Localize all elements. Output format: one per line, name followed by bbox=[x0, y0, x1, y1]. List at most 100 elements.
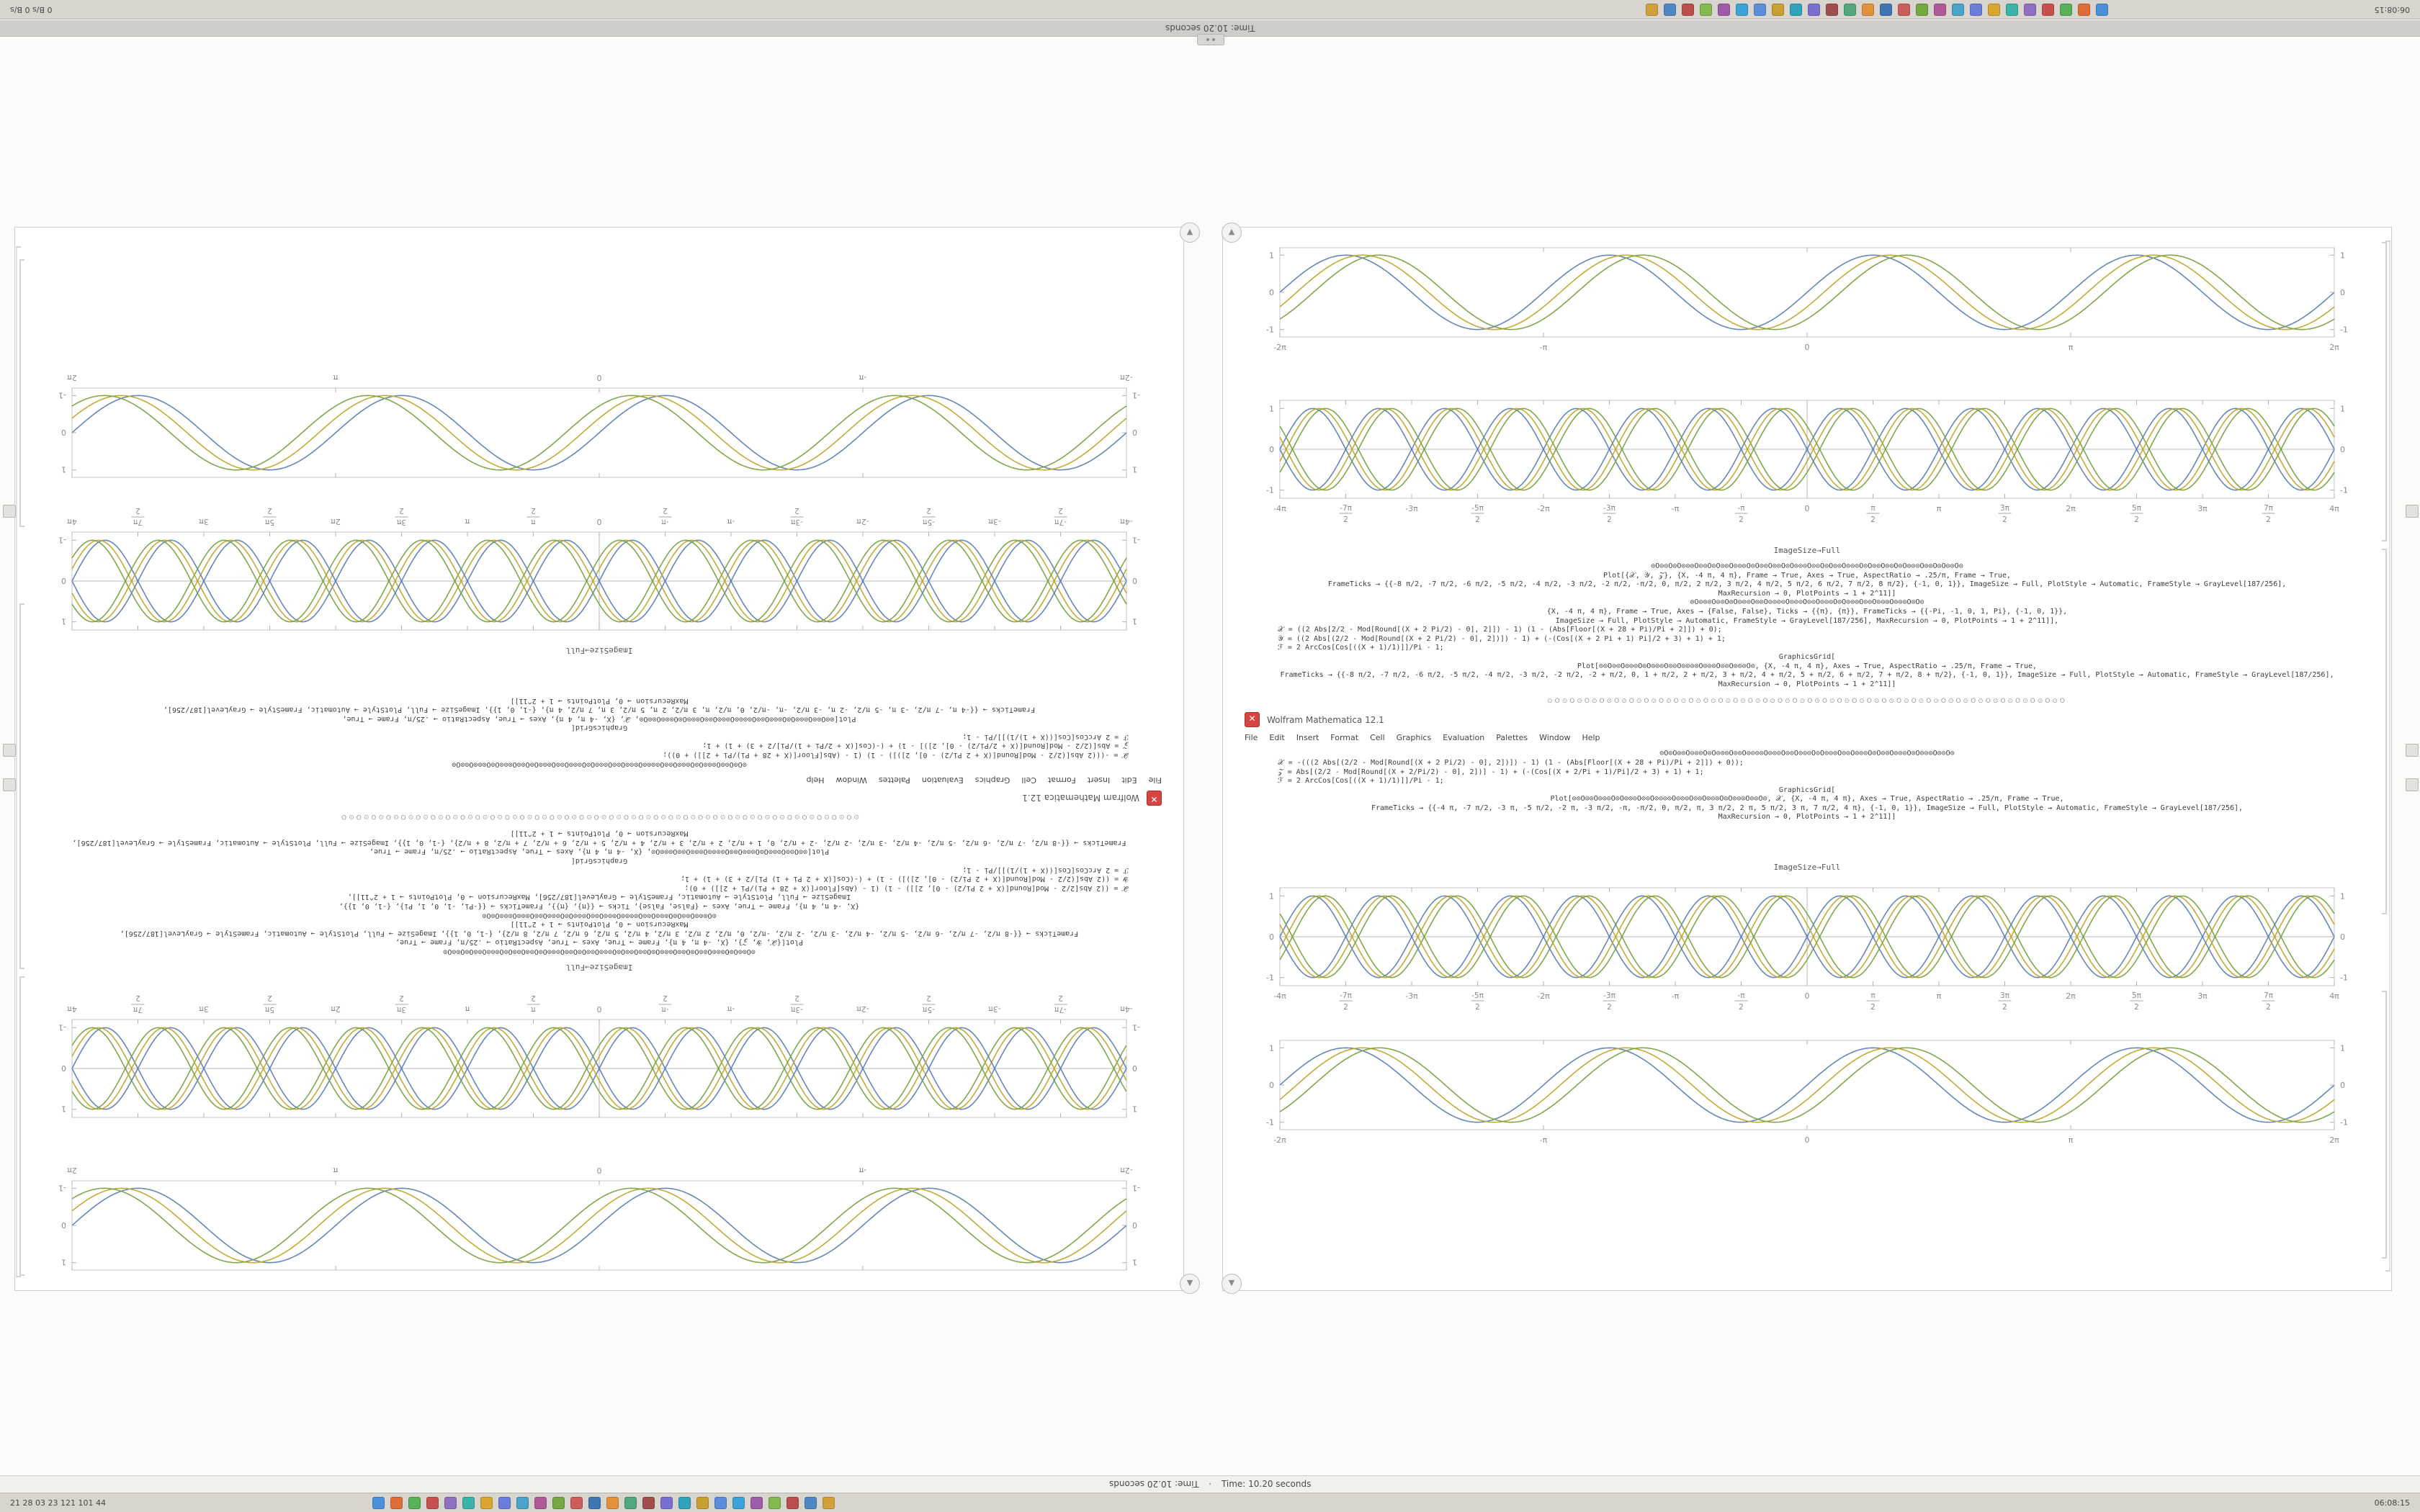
menu-item[interactable]: Cell bbox=[1021, 775, 1036, 785]
menu-item[interactable]: Cell bbox=[1370, 733, 1385, 743]
menu-item[interactable]: Help bbox=[806, 775, 825, 785]
menu-item[interactable]: Format bbox=[1330, 733, 1359, 743]
edge-button[interactable] bbox=[2406, 744, 2419, 757]
menu-item[interactable]: Evaluation bbox=[1443, 733, 1485, 743]
taskbar-app-icon[interactable] bbox=[678, 1496, 691, 1509]
taskbar-app-icon[interactable] bbox=[2041, 3, 2054, 16]
taskbar-app-icon[interactable] bbox=[1915, 3, 1928, 16]
taskbar-app-icon[interactable] bbox=[1699, 3, 1712, 16]
menu-item[interactable]: Graphics bbox=[1396, 733, 1432, 743]
taskbar-app-icon[interactable] bbox=[426, 1496, 439, 1509]
taskbar-app-icon[interactable] bbox=[2095, 3, 2108, 16]
taskbar-app-icon[interactable] bbox=[552, 1496, 565, 1509]
taskbar-app-icon[interactable] bbox=[1717, 3, 1730, 16]
close-icon[interactable]: ✕ bbox=[1245, 712, 1260, 728]
taskbar-app-icon[interactable] bbox=[750, 1496, 763, 1509]
center-tab[interactable] bbox=[1197, 34, 1224, 45]
menu-item[interactable]: File bbox=[1148, 775, 1162, 785]
menu-item[interactable]: Window bbox=[835, 775, 867, 785]
taskbar-app-icon[interactable] bbox=[1879, 3, 1892, 16]
taskbar-app-icon[interactable] bbox=[696, 1496, 709, 1509]
notebook-window-right[interactable]: -2π -π 0 π 2π -1 -1 0 0 1 1 -4π -7π 2 -3π -5π 2 -2π -3π 2-… bbox=[1222, 227, 2392, 1291]
taskbar-app-icon[interactable] bbox=[1951, 3, 1964, 16]
taskbar-app-icon[interactable] bbox=[1987, 3, 2000, 16]
taskbar-app-icon[interactable] bbox=[804, 1496, 817, 1509]
menu-item[interactable]: Window bbox=[1539, 733, 1571, 743]
taskbar-app-icon[interactable] bbox=[534, 1496, 547, 1509]
taskbar-app-icon[interactable] bbox=[1933, 3, 1946, 16]
taskbar-app-icon[interactable] bbox=[786, 1496, 799, 1509]
taskbar-app-icon[interactable] bbox=[1735, 3, 1748, 16]
pane-nav-button-top-right[interactable]: ▲ bbox=[1222, 222, 1242, 243]
menu-item[interactable]: Evaluation bbox=[921, 775, 964, 785]
taskbar-app-icon[interactable] bbox=[516, 1496, 529, 1509]
cell-bracket-plots-top[interactable] bbox=[19, 976, 21, 1276]
taskbar-app-icon[interactable] bbox=[372, 1496, 385, 1509]
taskbar-app-icon[interactable] bbox=[444, 1496, 457, 1509]
close-icon[interactable]: ✕ bbox=[1147, 790, 1162, 806]
edge-button[interactable] bbox=[2406, 505, 2419, 518]
taskbar-app-icon[interactable] bbox=[1663, 3, 1676, 16]
taskbar-app-icon[interactable] bbox=[1645, 3, 1658, 16]
menu-item[interactable]: Insert bbox=[1087, 775, 1111, 785]
taskbar-app-icon[interactable] bbox=[768, 1496, 781, 1509]
taskbar-app-icon[interactable] bbox=[1843, 3, 1856, 16]
menu-item[interactable]: Palettes bbox=[1496, 733, 1528, 743]
edge-button[interactable] bbox=[2406, 778, 2419, 791]
taskbar-app-icon[interactable] bbox=[606, 1496, 619, 1509]
taskbar-app-icon[interactable] bbox=[390, 1496, 403, 1509]
pane-nav-button-bottom-left[interactable]: ▼ bbox=[1180, 1274, 1200, 1294]
taskbar-app-icon[interactable] bbox=[714, 1496, 727, 1509]
cell-bracket-code[interactable] bbox=[2382, 549, 2387, 914]
menu-item[interactable]: Edit bbox=[1121, 775, 1137, 785]
cell-bracket-outer[interactable] bbox=[16, 246, 17, 1277]
cell-bracket-plots-top[interactable] bbox=[2382, 242, 2387, 541]
menu-item[interactable]: Graphics bbox=[974, 775, 1010, 785]
edge-button[interactable] bbox=[3, 744, 16, 757]
taskbar-app-icon[interactable] bbox=[1825, 3, 1838, 16]
edge-button[interactable] bbox=[3, 505, 16, 518]
cell-bracket-outer[interactable] bbox=[2385, 240, 2390, 1272]
svg-text:π: π bbox=[2069, 1135, 2074, 1145]
taskbar-app-icon[interactable] bbox=[1861, 3, 1874, 16]
taskbar-app-icon[interactable] bbox=[1969, 3, 1982, 16]
taskbar-app-icon[interactable] bbox=[2077, 3, 2090, 16]
menu-item[interactable]: Help bbox=[1582, 733, 1600, 743]
code-line: Plot[⊙⊙O⊙⊙O⊙⊙⊙O⊙O⊙⊙⊙O⊙⊙O⊙⊙⊙⊙O⊙⊙⊙O⊙⊙O⊙⊙⊙O… bbox=[1577, 662, 2038, 670]
pane-nav-button-top-left[interactable]: ▲ bbox=[1180, 222, 1200, 243]
taskbar-app-icon[interactable] bbox=[1681, 3, 1694, 16]
pane-nav-button-bottom-right[interactable]: ▼ bbox=[1222, 1274, 1242, 1294]
taskbar-app-icon[interactable] bbox=[732, 1496, 745, 1509]
cell-bracket-plots-bottom[interactable] bbox=[19, 259, 21, 527]
taskbar-app-icon[interactable] bbox=[408, 1496, 421, 1509]
taskbar-app-icon[interactable] bbox=[822, 1496, 835, 1509]
taskbar-app-icon[interactable] bbox=[660, 1496, 673, 1509]
taskbar-app-icon[interactable] bbox=[2059, 3, 2072, 16]
taskbar-app-icon[interactable] bbox=[570, 1496, 583, 1509]
taskbar-app-icon[interactable] bbox=[498, 1496, 511, 1509]
svg-text:π: π bbox=[1870, 504, 1876, 513]
taskbar-app-icon[interactable] bbox=[588, 1496, 601, 1509]
code-line: MaxRecursion → 0, PlotPoints → 1 + 2^11]… bbox=[510, 696, 689, 705]
svg-text:5π: 5π bbox=[2132, 991, 2142, 1000]
taskbar-app-icon[interactable] bbox=[480, 1496, 493, 1509]
cell-bracket-code[interactable] bbox=[19, 603, 21, 969]
menu-item[interactable]: Format bbox=[1047, 775, 1076, 785]
menu-item[interactable]: Insert bbox=[1296, 733, 1319, 743]
taskbar-app-icon[interactable] bbox=[1753, 3, 1766, 16]
taskbar-app-icon[interactable] bbox=[2023, 3, 2036, 16]
taskbar-app-icon[interactable] bbox=[1807, 3, 1820, 16]
taskbar-app-icon[interactable] bbox=[1789, 3, 1802, 16]
menu-item[interactable]: Palettes bbox=[878, 775, 910, 785]
menu-item[interactable]: Edit bbox=[1269, 733, 1285, 743]
taskbar-app-icon[interactable] bbox=[1771, 3, 1784, 16]
taskbar-app-icon[interactable] bbox=[2005, 3, 2018, 16]
edge-button[interactable] bbox=[3, 778, 16, 791]
taskbar-app-icon[interactable] bbox=[1897, 3, 1910, 16]
taskbar-app-icon[interactable] bbox=[642, 1496, 655, 1509]
taskbar-app-icon[interactable] bbox=[624, 1496, 637, 1509]
notebook-window-left[interactable]: -2π -π 0 π 2π -1 -1 0 0 1 1 -4π -7π 2 -3π -5π 2 -2π -3π 2-… bbox=[14, 227, 1184, 1291]
cell-bracket-plots-bottom[interactable] bbox=[2382, 991, 2387, 1259]
taskbar-app-icon[interactable] bbox=[462, 1496, 475, 1509]
menu-item[interactable]: File bbox=[1245, 733, 1258, 743]
